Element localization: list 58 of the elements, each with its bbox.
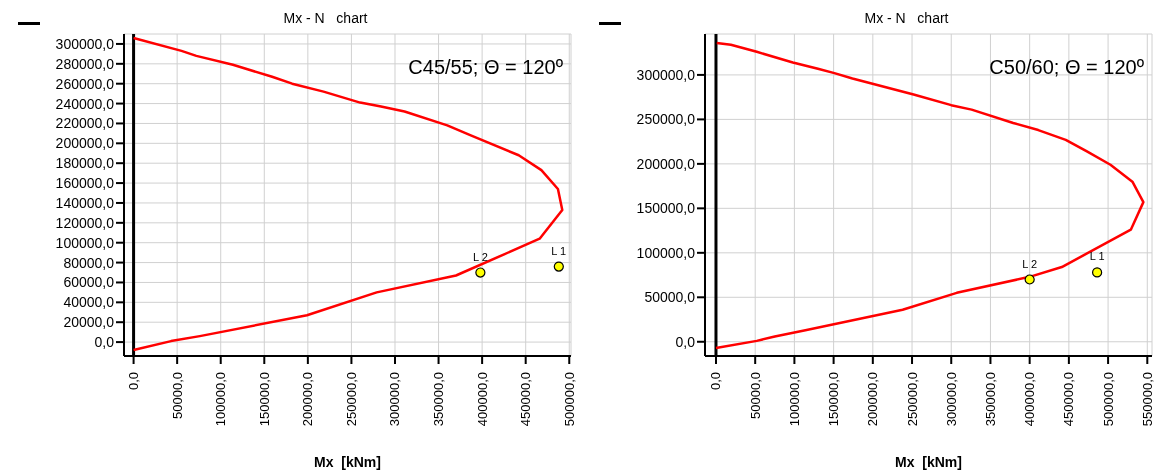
x-tick-label: 350000,0 <box>982 372 998 427</box>
x-tick-label: 400000,0 <box>474 372 490 427</box>
y-tick-label: 300000,0 <box>636 66 696 83</box>
annotation: L 1 <box>1089 250 1105 263</box>
annotation: L 2 <box>1022 257 1038 270</box>
x-axis-title: Mx [kNm] <box>894 454 963 470</box>
x-tick-label: 150000,0 <box>256 372 272 427</box>
x-tick-label: 200000,0 <box>865 372 881 427</box>
y-tick-label: 0,0 <box>94 334 115 351</box>
y-tick-label: 300000,0 <box>55 35 115 52</box>
x-tick-label: 150000,0 <box>826 372 842 427</box>
x-tick-label: 300000,0 <box>943 372 959 427</box>
x-tick-label: 450000,0 <box>1061 372 1077 427</box>
x-tick-label: 550000,0 <box>1139 372 1155 427</box>
x-tick-label: 450000,0 <box>518 372 534 427</box>
x-tick-label: 50000,0 <box>747 372 763 419</box>
chart-title: Mx - N chart <box>863 10 950 26</box>
y-tick-label: 200000,0 <box>55 135 115 152</box>
y-tick-label: 240000,0 <box>55 95 115 112</box>
annotation: L 2 <box>472 250 488 263</box>
y-tick-label: 160000,0 <box>55 175 115 192</box>
x-axis-title: Mx [kNm] <box>313 454 382 470</box>
x-tick-label: 50000,0 <box>169 372 185 419</box>
y-tick-label: 50000,0 <box>644 289 696 306</box>
y-tick-label: 100000,0 <box>636 244 696 261</box>
line-series <box>714 41 1145 350</box>
y-tick-label: 280000,0 <box>55 55 115 72</box>
x-tick-label: 250000,0 <box>343 372 359 427</box>
y-tick-label: 250000,0 <box>636 111 696 128</box>
y-tick-label: 60000,0 <box>63 274 115 291</box>
annotation: C45/55; Θ = 120º <box>408 56 563 79</box>
x-tick-label: 100000,0 <box>213 372 229 427</box>
x-tick-label: 350000,0 <box>431 372 447 427</box>
y-tick-label: 0,0 <box>675 333 696 350</box>
x-tick-label: 200000,0 <box>300 372 316 427</box>
line-series <box>132 36 564 352</box>
y-tick-label: 120000,0 <box>55 214 115 231</box>
x-tick-label: 300000,0 <box>387 372 403 427</box>
x-tick-label: 400000,0 <box>1022 372 1038 427</box>
x-tick-label: 0,0 <box>708 372 724 391</box>
x-tick-label: 250000,0 <box>904 372 920 427</box>
y-tick-label: 80000,0 <box>63 254 115 271</box>
y-tick-label: 180000,0 <box>55 155 115 172</box>
y-tick-label: 220000,0 <box>55 115 115 132</box>
y-tick-label: 200000,0 <box>636 155 696 172</box>
x-tick-label: 500000,0 <box>1100 372 1116 427</box>
x-tick-label: 500000,0 <box>561 372 577 427</box>
chart-title: Mx - N chart <box>282 10 369 26</box>
y-tick-label: 40000,0 <box>63 294 115 311</box>
y-tick-label: 100000,0 <box>55 234 115 251</box>
y-tick-label: 20000,0 <box>63 314 115 331</box>
annotation: L 1 <box>551 244 567 257</box>
x-tick-label: 0,0 <box>126 372 142 391</box>
y-tick-label: 260000,0 <box>55 75 115 92</box>
x-tick-label: 100000,0 <box>786 372 802 427</box>
y-tick-label: 150000,0 <box>636 200 696 217</box>
annotation: C50/60; Θ = 120º <box>989 56 1144 79</box>
y-tick-label: 140000,0 <box>55 194 115 211</box>
